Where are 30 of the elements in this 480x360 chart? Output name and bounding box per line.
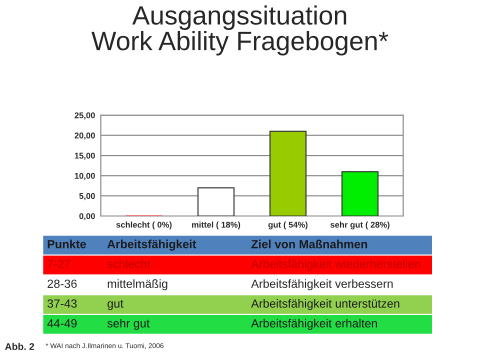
text: 44-49 [47, 319, 77, 328]
y-tick-label: 15,00 [74, 152, 95, 160]
text: Arbeitsfähigkeit wiederherstellen [251, 259, 420, 270]
text: 7-27 [48, 260, 70, 268]
text: Punkte [48, 240, 86, 248]
text: Arbeitsfähigkeit [107, 240, 196, 251]
text: 37-43 [47, 299, 77, 308]
y-tick-label: 0,00 [79, 213, 95, 220]
text: Arbeitsfähigkeit unterstützen [251, 299, 400, 310]
text: 28-36 [48, 280, 77, 288]
x-tick-label: schlecht ( 0%) [116, 222, 172, 230]
x-tick-label: mittel ( 18%) [192, 222, 240, 230]
x-tick-label: sehr gut ( 28%) [330, 222, 390, 230]
text: Ziel von Maßnahmen [251, 240, 368, 248]
y-tick-label: 10,00 [74, 172, 95, 180]
text: gut [108, 300, 124, 310]
y-tick-label: 25,00 [74, 112, 95, 120]
chart-title: Ausgangssituation Work Ability Fragebogen* [91, 5, 388, 56]
text: Arbeitsfähigkeit erhalten [251, 318, 377, 330]
text: Arbeitsfähigkeit verbessern [251, 279, 393, 290]
x-tick-label: gut ( 54%) [268, 222, 308, 230]
bar [197, 187, 235, 216]
y-tick-label: 20,00 [74, 132, 95, 140]
text: schlecht [107, 259, 150, 268]
caption: Abb. 2 [5, 342, 34, 350]
bar [341, 171, 379, 216]
text: sehr gut [107, 318, 150, 330]
bar [269, 130, 307, 216]
text: mittelmäßig [108, 279, 168, 290]
y-tick-label: 5,00 [79, 193, 95, 200]
